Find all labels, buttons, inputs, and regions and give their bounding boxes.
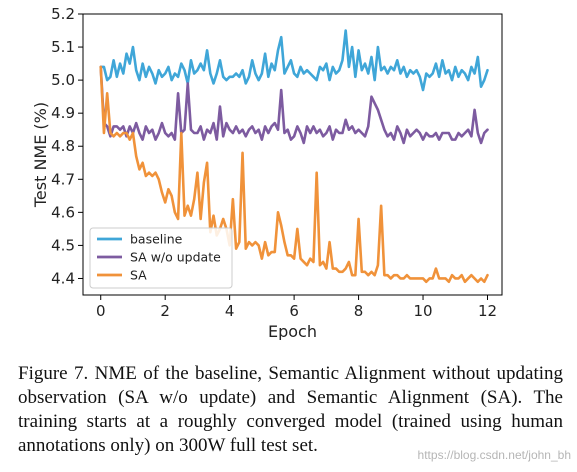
y-tick-label: 4.9 — [51, 104, 75, 122]
chart-area: baseline SA w/o update SA 0 2 4 6 8 10 12 4.4 4.5 4… — [31, 5, 503, 340]
y-tick-label: 4.7 — [51, 170, 75, 188]
x-tick-label: 4 — [225, 302, 235, 320]
axes: 0 2 4 6 8 10 12 4.4 4.5 4.6 4.7 4.8 4.9 5.0 5.1 5.2 Epoc… — [31, 5, 503, 340]
figure-caption: Figure 7. NME of the baseline, Semantic … — [18, 363, 563, 456]
plot-frame — [82, 13, 503, 296]
y-tick-label: 5.1 — [51, 38, 75, 56]
legend-label: SA w/o update — [130, 250, 221, 265]
x-tick-label: 10 — [413, 302, 432, 320]
y-tick-label: 5.0 — [51, 71, 75, 89]
x-tick-label: 8 — [354, 302, 364, 320]
y-tick-label: 4.5 — [51, 236, 75, 254]
y-tick-label: 4.4 — [51, 269, 75, 287]
series-layer — [99, 29, 489, 284]
watermark: https://blog.csdn.net/john_bh — [417, 448, 571, 462]
series-line-baseline — [99, 29, 489, 92]
x-tick-label: 2 — [160, 302, 170, 320]
legend-label: baseline — [130, 232, 183, 247]
nme-line-chart: baseline SA w/o update SA 0 2 4 6 8 10 12 4.4 4.5 4… — [31, 5, 503, 340]
series-line-sa — [99, 65, 489, 284]
x-axis-label: Epoch — [268, 322, 317, 340]
x-tick-label: 0 — [96, 302, 106, 320]
y-tick-label: 4.6 — [51, 203, 75, 221]
x-tick-label: 6 — [289, 302, 299, 320]
x-tick-label: 12 — [478, 302, 497, 320]
series-line-sa-w-o-update — [99, 65, 489, 145]
legend-label: SA — [130, 268, 147, 283]
legend-box — [89, 227, 233, 289]
y-tick-label: 4.8 — [51, 137, 75, 155]
legend: baseline SA w/o update SA — [89, 227, 233, 289]
y-axis-label: Test NME (%) — [31, 102, 50, 208]
y-tick-label: 5.2 — [51, 5, 75, 23]
